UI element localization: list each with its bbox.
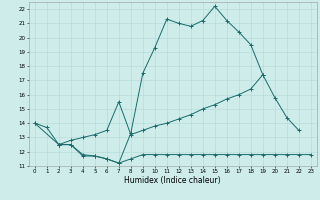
X-axis label: Humidex (Indice chaleur): Humidex (Indice chaleur) (124, 176, 221, 185)
